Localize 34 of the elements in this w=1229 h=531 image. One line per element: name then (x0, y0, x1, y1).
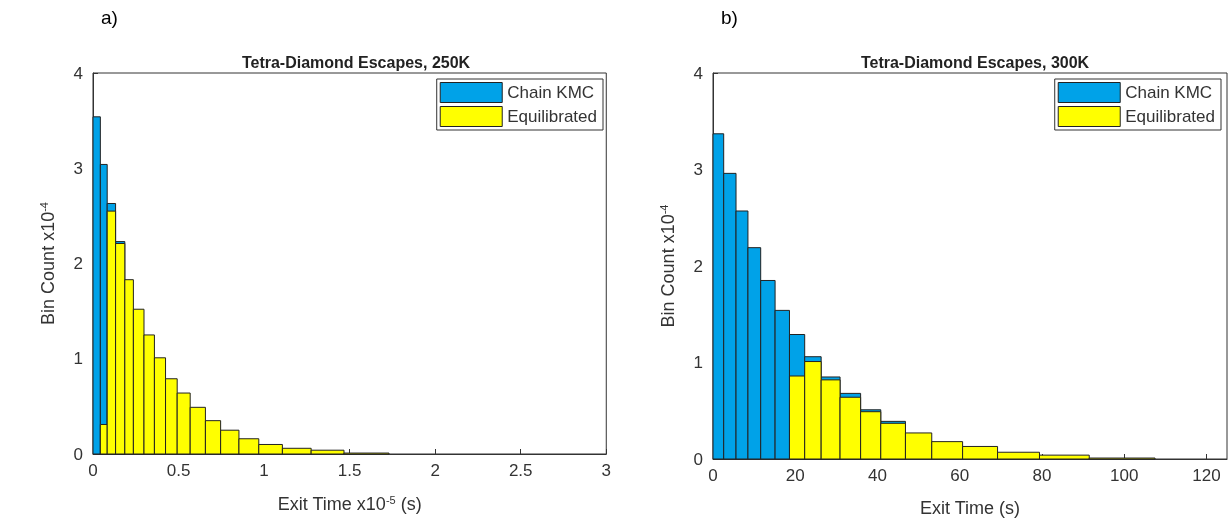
y-tick-label: 2 (73, 254, 83, 273)
x-tick-label: 60 (950, 466, 970, 485)
y-tick-label: 4 (693, 63, 703, 83)
chart-title: Tetra-Diamond Escapes, 300K (860, 53, 1090, 71)
x-tick-label: 2.5 (508, 461, 533, 480)
x-axis-title: Exit Time (s) (919, 498, 1021, 518)
x-tick-label: 1 (259, 461, 269, 480)
x-tick-label: 80 (1032, 466, 1052, 485)
legend-label: Chain KMC (1125, 83, 1213, 102)
x-tick-label: 1.5 (337, 461, 362, 480)
y-tick-label: 3 (73, 158, 83, 178)
chart-title: Tetra-Diamond Escapes, 250K (241, 53, 471, 71)
x-tick-label: 0 (88, 461, 98, 480)
x-tick-label: 0.5 (166, 461, 191, 480)
x-tick-label: 20 (785, 466, 805, 485)
x-tick-label: 2 (430, 461, 440, 480)
legend-label: Equilibrated (507, 107, 597, 126)
x-tick-label: 0 (708, 466, 718, 485)
text: a) (101, 7, 118, 28)
legend-label: Chain KMC (507, 83, 595, 102)
y-axis-title: Bin Count x10-4 (657, 204, 678, 328)
x-tick-label: 120 (1192, 466, 1221, 485)
x-tick-label: 40 (868, 466, 887, 485)
legend-label: Equilibrated (1125, 107, 1215, 126)
y-tick-label: 1 (693, 353, 703, 372)
y-tick-label: 3 (693, 160, 703, 179)
x-tick-label: 3 (601, 461, 612, 480)
text: b) (721, 7, 738, 28)
y-tick-label: 2 (693, 256, 703, 276)
y-axis-title: Bin Count x10-4 (37, 202, 58, 325)
x-tick-label: 100 (1110, 466, 1139, 485)
y-tick-label: 0 (73, 444, 83, 464)
y-tick-label: 4 (73, 63, 83, 83)
y-tick-label: 1 (73, 349, 83, 369)
